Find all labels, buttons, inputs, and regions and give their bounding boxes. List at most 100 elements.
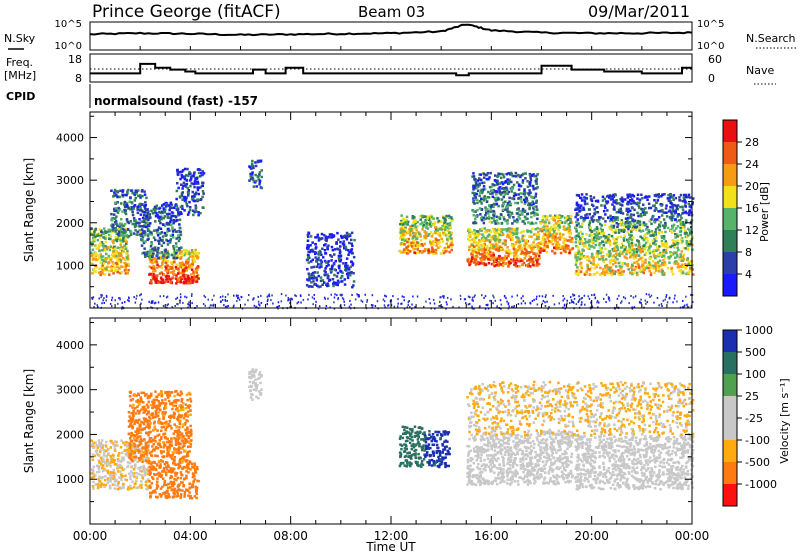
power-cell [174, 242, 178, 245]
power-cell [110, 217, 114, 220]
power-cell [491, 190, 494, 193]
power-cell [145, 208, 148, 212]
power-cell [148, 265, 152, 268]
power-cell [333, 296, 336, 299]
power-cell [324, 261, 328, 264]
power-cell [166, 280, 170, 283]
power-cell [627, 240, 630, 243]
power-cell [576, 245, 580, 249]
power-cell [309, 249, 313, 252]
power-cell [687, 306, 690, 309]
power-cell [480, 248, 483, 251]
power-cell [119, 260, 123, 264]
power-cell [140, 232, 144, 236]
power-cell [482, 199, 485, 202]
power-cell [541, 238, 545, 241]
power-cell [670, 205, 674, 208]
power-cell [324, 236, 327, 239]
power-cell [121, 250, 124, 253]
power-cell [504, 239, 507, 242]
power-cell [196, 256, 199, 259]
power-cell [616, 246, 619, 249]
power-cell [616, 271, 620, 275]
power-cell [575, 230, 578, 233]
power-cell [176, 303, 178, 305]
power-cell [439, 300, 441, 303]
power-cell [624, 217, 628, 220]
power-cell [136, 208, 139, 211]
power-cell [529, 256, 532, 259]
power-cell [473, 250, 476, 253]
power-cell [620, 196, 624, 199]
power-cell [150, 249, 153, 253]
power-cell [94, 270, 97, 273]
power-cell [491, 195, 495, 198]
power-cell [630, 238, 634, 242]
power-cell [180, 183, 183, 186]
power-cell [494, 196, 498, 200]
power-cell [91, 243, 94, 247]
power-cell [675, 251, 678, 254]
power-cell [530, 259, 534, 263]
power-cell [140, 307, 142, 310]
power-cell [176, 278, 179, 281]
power-cell [97, 246, 100, 250]
power-cell [514, 242, 518, 245]
power-cell [185, 275, 188, 279]
power-cell [227, 293, 229, 296]
power-cell [488, 185, 492, 189]
power-cell [127, 262, 130, 266]
power-cell [654, 243, 657, 246]
power-cell [623, 248, 626, 251]
power-cell [658, 251, 662, 255]
power-cell [612, 230, 616, 234]
power-cell [112, 195, 115, 198]
power-cell [623, 198, 627, 201]
power-cell [289, 301, 291, 304]
power-cell [670, 202, 674, 205]
power-cell [257, 300, 260, 303]
power-cell [603, 273, 607, 277]
power-cell [637, 249, 640, 252]
power-cell [429, 220, 432, 224]
power-cell [484, 206, 487, 209]
power-cell [493, 179, 497, 182]
power-cell [152, 267, 155, 270]
power-cell [331, 248, 335, 252]
nsearch-label: N.Search [746, 32, 796, 45]
power-cell [577, 240, 580, 243]
power-cell [663, 271, 666, 275]
power-cell [549, 214, 552, 217]
power-cell [502, 202, 505, 206]
power-cell [518, 265, 521, 268]
power-cell [135, 297, 137, 300]
power-cell [629, 229, 632, 232]
power-cell [496, 181, 499, 184]
power-cell [154, 214, 158, 218]
power-cell [513, 254, 516, 257]
power-cell [300, 301, 302, 304]
power-cell [492, 237, 496, 240]
power-cell [514, 171, 518, 175]
power-cell [515, 175, 518, 178]
power-cell [211, 304, 213, 307]
power-cell [619, 209, 623, 213]
power-cell [612, 271, 616, 274]
power-cell [341, 271, 344, 275]
power-cell [499, 185, 503, 189]
power-cell [119, 229, 123, 233]
power-cell [431, 248, 435, 251]
power-cell [196, 199, 200, 203]
power-cell [593, 267, 596, 270]
power-cell [596, 263, 600, 266]
power-cell [617, 210, 621, 214]
power-cell [337, 257, 341, 260]
power-cell [164, 205, 168, 208]
power-cell [661, 208, 664, 212]
power-cell [630, 234, 633, 237]
power-cell [553, 230, 556, 233]
power-cell [636, 219, 640, 223]
power-cell [187, 191, 190, 194]
power-cell [579, 196, 582, 199]
power-cell [164, 275, 168, 278]
